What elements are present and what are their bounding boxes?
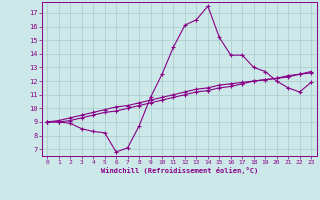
X-axis label: Windchill (Refroidissement éolien,°C): Windchill (Refroidissement éolien,°C) bbox=[100, 167, 258, 174]
